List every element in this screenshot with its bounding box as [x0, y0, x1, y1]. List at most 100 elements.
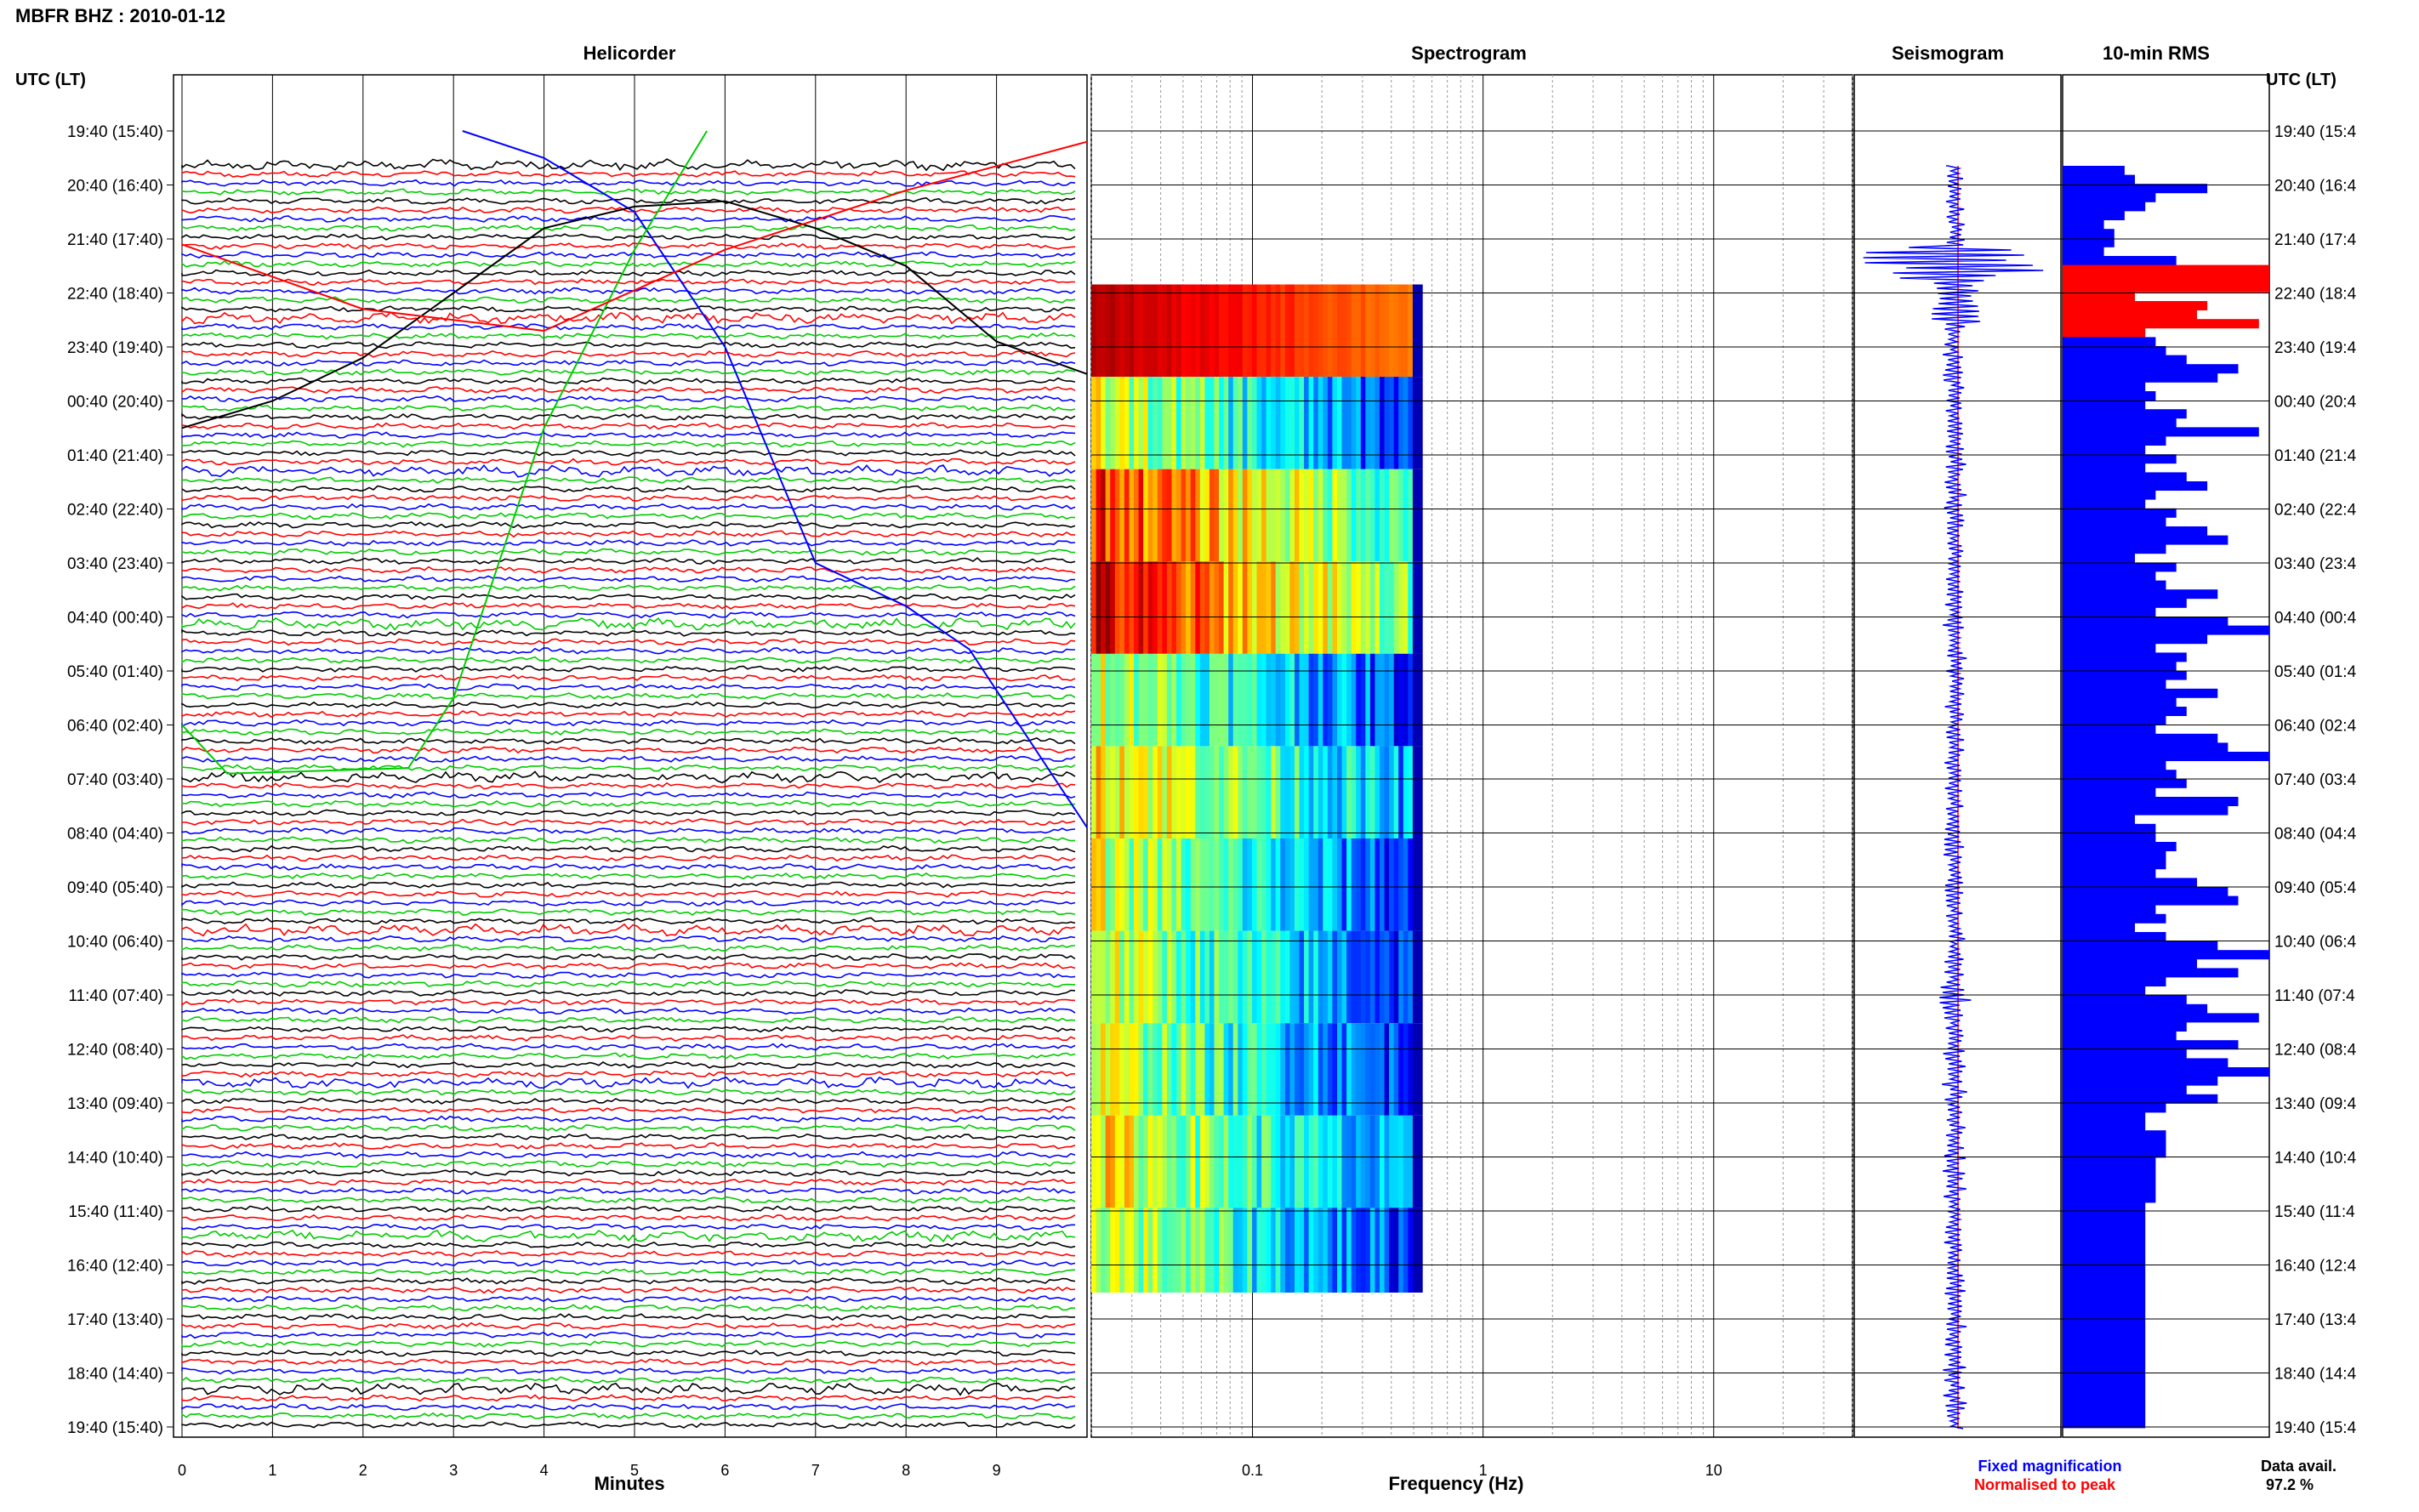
spectrogram-cell [1346, 838, 1352, 931]
rms-bar [2063, 1229, 2146, 1239]
spectrogram-cell [1195, 377, 1201, 469]
rms-bar [2063, 1049, 2187, 1059]
spectrogram-cell [1101, 1208, 1107, 1293]
spectrogram-cell [1299, 746, 1305, 838]
time-label-left: 23:40 (19:40) [67, 339, 163, 357]
spectrogram-cell [1304, 838, 1310, 931]
spectrogram-cell [1119, 561, 1125, 654]
spectrogram-cell [1204, 1023, 1210, 1116]
spectrogram-cell [1157, 284, 1163, 378]
spectrogram-cell [1223, 1208, 1229, 1293]
spectrogram-cell [1266, 930, 1272, 1024]
spectrogram-cell [1101, 1115, 1107, 1208]
helicorder-trace [181, 494, 1076, 502]
spectrogram-cell [1369, 1115, 1376, 1208]
spectrogram-cell [1308, 284, 1314, 378]
spectrogram-cell [1162, 377, 1168, 469]
spectrogram-cell [1393, 377, 1399, 469]
spectrogram-cell [1346, 377, 1352, 469]
helicorder-trace [181, 1076, 1076, 1089]
spectrogram-cell [1337, 1023, 1343, 1116]
helicorder-trace [181, 1088, 1076, 1096]
rms-bar [2063, 833, 2156, 843]
spectrogram-cell [1289, 930, 1295, 1024]
spectrogram-cell [1242, 377, 1248, 469]
helicorder-trace [181, 710, 1076, 719]
helicorder-trace [181, 539, 1076, 547]
helicorder-trace [181, 368, 1076, 376]
spectrogram-cell [1289, 1023, 1295, 1116]
spectrogram-cell [1337, 561, 1343, 654]
spectrogram-cell [1295, 930, 1301, 1024]
helicorder-trace [181, 611, 1076, 619]
rms-bar [2063, 1383, 2146, 1392]
helicorder-trace [181, 683, 1076, 691]
spectrogram-cell [1171, 746, 1177, 838]
helicorder-trace [181, 1052, 1076, 1060]
spectrogram-cell [1124, 284, 1130, 378]
spectrogram-cell [1412, 1115, 1419, 1208]
helicorder-trace [181, 755, 1076, 763]
spectrogram-cell [1119, 377, 1125, 469]
spectrogram-cell [1181, 284, 1187, 378]
spectrogram-cell [1346, 1023, 1352, 1116]
spectrogram-cell [1408, 377, 1414, 469]
rms-bar [2063, 454, 2177, 464]
spectrogram-cell [1417, 1208, 1423, 1293]
spectrogram-cell [1114, 653, 1120, 747]
spectrogram-cell [1375, 561, 1380, 654]
rms-bar [2063, 679, 2166, 690]
spectrogram-cell [1308, 1115, 1314, 1208]
spectrogram-cell [1318, 746, 1323, 838]
spectrogram-cell [1162, 930, 1168, 1024]
spectrogram-cell [1228, 653, 1234, 747]
spectrogram-cell [1157, 746, 1163, 838]
spectrogram-cell [1228, 284, 1234, 378]
spectrogram-cell [1199, 377, 1205, 469]
spectrogram-cell [1186, 1208, 1192, 1293]
spectrogram-cell [1341, 653, 1347, 747]
spectrogram-cell [1360, 284, 1366, 378]
spectrogram-cell [1323, 746, 1329, 838]
time-label-left: 11:40 (07:40) [68, 987, 163, 1005]
spectrogram-cell [1313, 284, 1319, 378]
spectrogram-cell [1153, 838, 1158, 931]
helicorder-trace [181, 1331, 1076, 1339]
spectrogram-cell [1143, 930, 1149, 1024]
rms-bar [2063, 805, 2228, 816]
helicorder-trace [181, 1259, 1076, 1267]
spectrogram-cell [1105, 653, 1111, 747]
helicorder-trace [181, 899, 1076, 907]
spectrogram-cell [1101, 653, 1107, 747]
spectrogram-cell [1204, 838, 1210, 931]
spectrogram-cell [1346, 746, 1352, 838]
spectrogram-cell [1176, 653, 1182, 747]
spectrogram-cell [1181, 377, 1187, 469]
rms-bar [2063, 364, 2239, 374]
spectrogram-cell [1204, 469, 1210, 562]
rms-bar [2063, 256, 2177, 265]
spectrogram-cell [1403, 838, 1409, 931]
spectrogram-cell [1261, 561, 1267, 654]
spectrogram-cell [1346, 653, 1352, 747]
helicorder-trace [181, 1123, 1076, 1132]
spectrogram-cell [1365, 1115, 1371, 1208]
spectrogram-cell [1223, 653, 1229, 747]
spectrogram-cell [1228, 930, 1234, 1024]
spectrogram-cell [1232, 377, 1238, 469]
spectrogram-cell [1327, 838, 1334, 931]
time-label-left: 19:40 (15:40) [67, 123, 163, 141]
spectrogram-cell [1393, 1023, 1399, 1116]
spectrogram-cell [1195, 1208, 1201, 1293]
rms-bar [2063, 310, 2197, 320]
spectrogram-cell [1284, 469, 1291, 562]
spectrogram-cell [1238, 377, 1244, 469]
spectrogram-cell [1186, 377, 1192, 469]
spectrogram-cell [1190, 1115, 1196, 1208]
spectrogram-cell [1157, 930, 1163, 1024]
spectrogram-cell [1337, 1208, 1343, 1293]
spectrogram-cell [1393, 284, 1399, 378]
time-label-right: 13:40 (09:4 [2274, 1095, 2357, 1113]
spectrogram-cell [1242, 561, 1248, 654]
helicorder-trace [181, 350, 1076, 358]
